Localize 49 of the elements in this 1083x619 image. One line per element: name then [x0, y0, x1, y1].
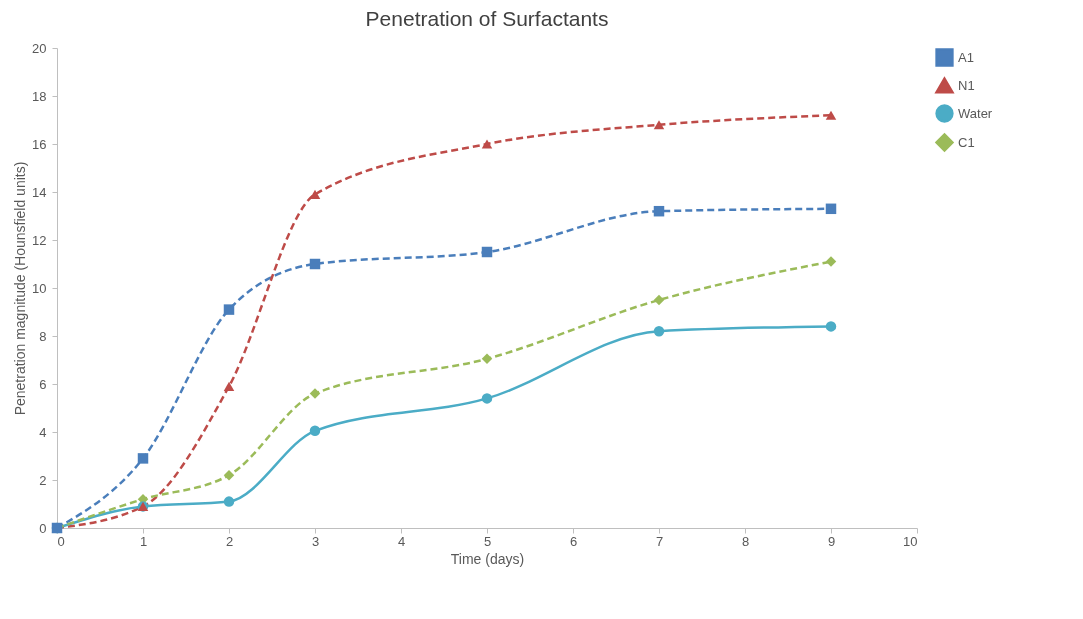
point [223, 469, 235, 481]
x-tick-label: 8 [741, 533, 750, 549]
point [825, 321, 837, 332]
chart-title: Penetration of Surfactants [365, 7, 609, 30]
x-tick-label: 2 [225, 533, 234, 549]
y-tick-label: 6 [39, 376, 47, 392]
point [223, 304, 235, 315]
point [825, 203, 837, 215]
y-tick-label: 2 [39, 472, 47, 488]
point [825, 256, 837, 267]
legend-label: C1 [958, 134, 975, 150]
x-tick-label: 6 [569, 533, 578, 549]
legend-label: A1 [958, 49, 974, 65]
y-tick-label: 8 [39, 328, 47, 344]
y-tick-label: 14 [32, 184, 47, 200]
legend-label: Water [958, 105, 993, 121]
x-tick-label: 1 [139, 533, 148, 549]
point [481, 393, 493, 404]
y-tick-label: 18 [32, 88, 47, 104]
y-tick-label: 20 [32, 40, 47, 56]
x-tick-label: 9 [827, 533, 836, 549]
y-tick-label: 10 [32, 280, 47, 296]
point [481, 353, 493, 365]
point [309, 425, 321, 437]
point [653, 325, 665, 337]
y-tick-label: 0 [39, 520, 47, 536]
point [309, 388, 321, 399]
y-tick-label: 12 [32, 232, 47, 248]
y-axis-title: Penetration magnitude (Hounsfield units) [12, 161, 29, 416]
point [653, 205, 665, 217]
legend-label: N1 [958, 77, 975, 93]
point [223, 496, 235, 507]
x-tick-label: 7 [655, 533, 664, 549]
x-tick-label: 0 [57, 533, 65, 549]
point [825, 110, 837, 120]
point [653, 120, 665, 130]
x-tick-label: 3 [311, 533, 320, 549]
x-tick-label: 4 [397, 533, 406, 549]
x-tick-label: 5 [483, 533, 492, 549]
y-tick-label: 16 [32, 136, 47, 152]
x-tick-label: 10 [903, 533, 918, 549]
point [137, 453, 149, 464]
x-axis-title: Time (days) [450, 550, 525, 567]
point [481, 139, 493, 149]
point [481, 246, 493, 258]
point [309, 258, 321, 270]
point [223, 381, 235, 391]
y-tick-label: 4 [39, 424, 47, 440]
point [653, 294, 665, 306]
